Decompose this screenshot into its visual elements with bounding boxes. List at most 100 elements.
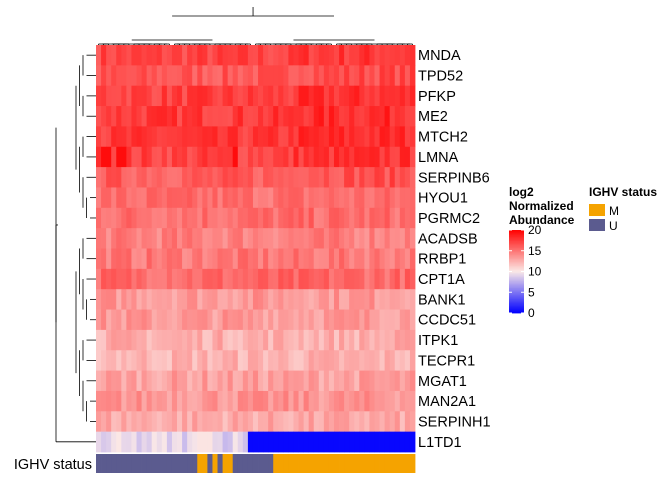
- heatmap-cell: [278, 207, 284, 229]
- heatmap-cell: [333, 126, 340, 148]
- heatmap-cell: [409, 45, 416, 66]
- heatmap-cell: [258, 309, 264, 331]
- heatmap-cell: [273, 85, 279, 107]
- heatmap-cell: [171, 85, 178, 107]
- heatmap-cell: [379, 268, 386, 290]
- scale-title-line-1: log2: [509, 185, 534, 199]
- heatmap-cell: [121, 65, 127, 87]
- heatmap-cell: [247, 309, 254, 331]
- heatmap-cell: [192, 65, 198, 87]
- heatmap-cell: [207, 85, 213, 107]
- heatmap-cell: [202, 65, 208, 87]
- heatmap-cell: [404, 207, 411, 229]
- ighv-legend: IGHV status M U: [589, 185, 657, 233]
- heatmap-cell: [126, 65, 132, 87]
- heatmap-cell: [293, 268, 299, 290]
- heatmap-cell: [404, 350, 411, 371]
- scale-bar-segment: [509, 311, 524, 314]
- heatmap-cell: [374, 126, 380, 148]
- heatmap-cell: [136, 309, 142, 331]
- heatmap-cell: [166, 207, 173, 229]
- heatmap-cell: [263, 350, 269, 371]
- heatmap-cell: [116, 106, 122, 127]
- heatmap-cell: [247, 370, 254, 392]
- heatmap-cell: [101, 45, 107, 66]
- heatmap-cell: [101, 329, 107, 351]
- heatmap-cell: [182, 309, 188, 331]
- heatmap-cell: [151, 329, 158, 351]
- heatmap-cell: [217, 309, 223, 331]
- scale-title-line-3: Abundance: [509, 213, 575, 227]
- heatmap-cell: [308, 411, 315, 433]
- heatmap-cell: [161, 329, 168, 351]
- heatmap-cell: [131, 289, 137, 310]
- heatmap-cell: [212, 390, 218, 412]
- heatmap-cell: [313, 350, 320, 371]
- heatmap-cell: [212, 289, 218, 310]
- heatmap-cell: [96, 309, 102, 331]
- heatmap-cell: [116, 187, 122, 209]
- heatmap-cell: [222, 106, 229, 127]
- heatmap-cell: [298, 329, 304, 351]
- heatmap-cell: [171, 248, 178, 270]
- heatmap-cell: [126, 390, 132, 412]
- heatmap-cell: [394, 268, 401, 290]
- heatmap-cell: [217, 350, 223, 371]
- heatmap-cell: [323, 309, 330, 331]
- heatmap-cell: [151, 411, 158, 433]
- heatmap-cell: [212, 187, 218, 209]
- heatmap-cell: [217, 431, 223, 453]
- scale-bar-segment: [509, 246, 524, 249]
- heatmap-cell: [131, 309, 137, 331]
- scale-bar-segment: [509, 250, 524, 253]
- heatmap-cell: [182, 187, 188, 209]
- heatmap-cell: [252, 350, 259, 371]
- heatmap-cell: [359, 85, 365, 107]
- heatmap-cell: [242, 126, 249, 148]
- heatmap-cell: [242, 411, 249, 433]
- heatmap-cell: [182, 390, 188, 412]
- heatmap-cell: [369, 65, 375, 87]
- heatmap-cell: [344, 289, 350, 310]
- heatmap-cell: [252, 45, 259, 66]
- heatmap-cell: [101, 65, 107, 87]
- heatmap-cell: [126, 370, 132, 392]
- heatmap-cell: [278, 390, 284, 412]
- heatmap-cell: [359, 309, 365, 331]
- annotation-cell: [404, 454, 411, 473]
- annotation-cell: [339, 454, 345, 473]
- heatmap-cell: [96, 370, 102, 392]
- heatmap-cell: [101, 126, 107, 148]
- annotation-cell: [399, 454, 406, 473]
- heatmap-cell: [207, 248, 213, 270]
- heatmap-cell: [212, 146, 218, 168]
- heatmap-cell: [222, 390, 229, 412]
- annotation-cell: [354, 454, 360, 473]
- heatmap-cell: [161, 289, 168, 310]
- heatmap-cell: [151, 167, 158, 188]
- annotation-cell: [202, 454, 208, 473]
- heatmap-cell: [339, 167, 345, 188]
- scale-bar-segment: [509, 263, 524, 265]
- row-label: MAN2A1: [418, 394, 476, 410]
- heatmap-cell: [298, 309, 304, 331]
- heatmap-cell: [389, 411, 396, 433]
- heatmap-cell: [278, 106, 284, 127]
- annotation-cell: [166, 454, 173, 473]
- heatmap-cell: [96, 431, 102, 453]
- heatmap-cell: [303, 329, 310, 351]
- heatmap-cell: [252, 106, 259, 127]
- row-label: ME2: [418, 109, 448, 125]
- heatmap-cell: [273, 45, 279, 66]
- heatmap-cell: [136, 45, 142, 66]
- heatmap-cell: [273, 65, 279, 87]
- heatmap-cell: [394, 167, 401, 188]
- heatmap-cell: [217, 45, 223, 66]
- heatmap-cell: [156, 431, 163, 453]
- scale-bar-segment: [509, 308, 524, 311]
- heatmap-cell: [379, 350, 386, 371]
- heatmap-cell: [344, 268, 350, 290]
- heatmap-cell: [283, 431, 289, 453]
- heatmap-cell: [217, 268, 223, 290]
- annotation-cell: [384, 454, 391, 473]
